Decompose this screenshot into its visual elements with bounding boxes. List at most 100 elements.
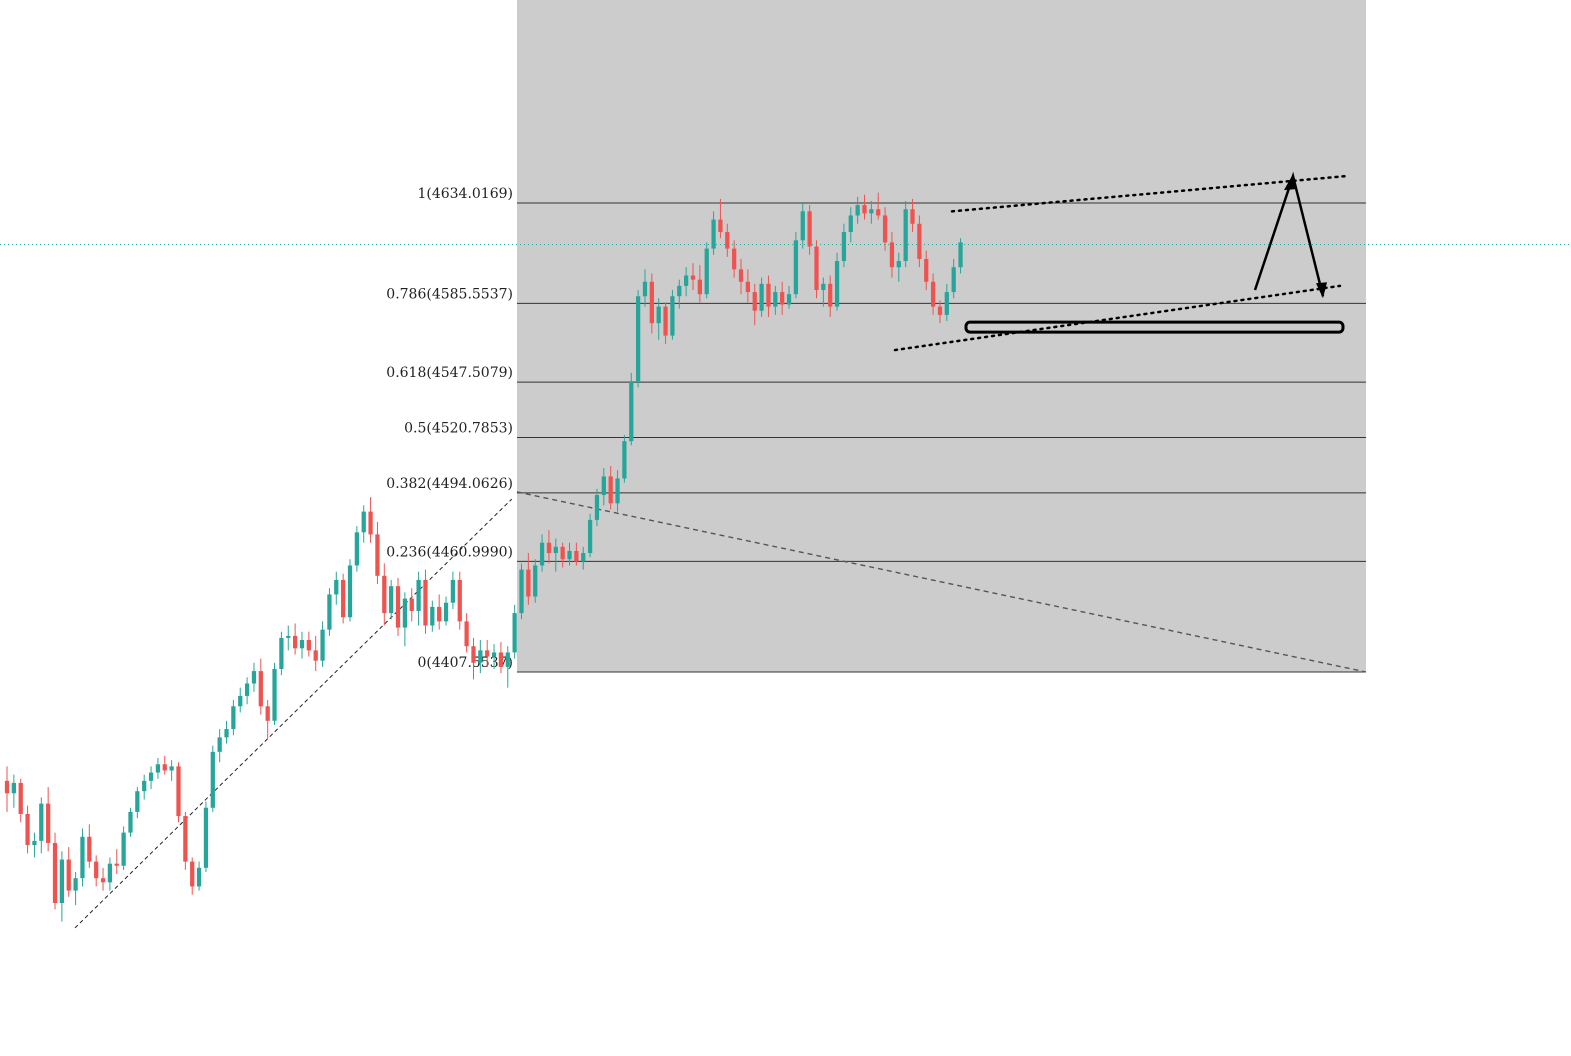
candle-down <box>395 586 401 628</box>
candle-down <box>738 269 744 282</box>
candle-down <box>732 248 737 270</box>
descending-trendline <box>516 491 1367 673</box>
candle-up <box>478 650 483 663</box>
candle-down <box>526 569 531 597</box>
candle-down <box>368 511 373 535</box>
candle-up <box>642 281 648 297</box>
candle-down <box>409 598 414 612</box>
candle-up <box>334 579 339 595</box>
candle-up <box>684 275 689 286</box>
candle-up <box>800 211 805 241</box>
candle-up <box>107 863 113 883</box>
candle-down <box>917 223 922 259</box>
candle-up <box>128 811 133 833</box>
candle-up <box>759 283 764 311</box>
candle-down <box>876 209 881 216</box>
candle-up <box>622 441 627 479</box>
candle-up <box>677 285 682 297</box>
candle-down <box>341 579 346 618</box>
candle-down <box>498 652 504 667</box>
candle-up <box>505 652 510 667</box>
candle-down <box>306 640 311 651</box>
candle-up <box>491 652 497 657</box>
candle-down <box>437 606 442 622</box>
candle-down <box>464 621 469 647</box>
candle-down <box>87 836 92 862</box>
candle-down <box>752 292 757 311</box>
candle-up <box>951 267 956 293</box>
candle-down <box>745 281 751 293</box>
candle-up <box>135 791 140 812</box>
candle-down <box>889 242 895 268</box>
candle-up <box>361 511 366 533</box>
candle-down <box>649 281 654 324</box>
candle-down <box>4 780 10 794</box>
candle-up <box>896 261 901 268</box>
candle-up <box>533 565 538 597</box>
candle-up <box>224 729 229 738</box>
candle-down <box>457 579 462 622</box>
support-zone-box <box>964 320 1345 334</box>
candle-up <box>347 565 353 618</box>
candle-up <box>389 586 394 614</box>
candle-up <box>450 579 456 603</box>
candle-up <box>39 803 44 841</box>
candle-up <box>80 836 85 879</box>
candle-up <box>903 209 908 262</box>
candle-down <box>697 279 702 295</box>
candle-up <box>869 209 874 214</box>
candle-up <box>73 878 78 891</box>
candle-down <box>546 542 552 554</box>
channel-upper-line <box>950 174 1348 213</box>
candle-up <box>142 780 147 792</box>
fib-level-label: 0.5(4520.7853) <box>404 421 513 437</box>
candle-up <box>402 598 408 628</box>
candle-down <box>560 546 565 560</box>
candle-down <box>258 671 263 707</box>
candle-down <box>100 878 106 883</box>
fib-level-label: 0(4407.5537) <box>417 655 513 671</box>
candle-up <box>594 495 600 520</box>
candle-up <box>512 613 517 653</box>
candle-down <box>423 579 428 626</box>
candle-down <box>485 650 490 657</box>
candle-up <box>553 546 558 554</box>
candle-up <box>821 283 826 291</box>
candle-up <box>169 766 174 771</box>
candle-up <box>327 594 332 630</box>
fib-level-label: 0.786(4585.5537) <box>386 286 513 302</box>
candle-up <box>148 772 154 781</box>
candle-down <box>608 476 613 504</box>
candle-up <box>155 764 161 773</box>
candle-up <box>59 859 65 904</box>
candle-up <box>567 550 572 560</box>
arrow-down-icon <box>1316 282 1327 299</box>
candle-up <box>581 553 586 562</box>
candle-up <box>443 602 449 622</box>
candle-up <box>773 292 778 307</box>
candle-up <box>279 637 284 670</box>
fib-level-label: 1(4634.0169) <box>417 186 513 202</box>
candle-up <box>601 476 606 496</box>
candle-down <box>780 292 785 305</box>
candle-down <box>814 246 819 291</box>
candle-down <box>114 863 119 866</box>
candle-up <box>286 635 291 638</box>
candle-down <box>862 205 867 214</box>
candle-down <box>176 766 181 817</box>
candle-up <box>196 867 202 887</box>
fib-level-label: 0.236(4460.9990) <box>386 544 513 560</box>
candle-down <box>718 219 723 233</box>
candle-up <box>32 840 37 846</box>
candle-down <box>183 816 188 862</box>
candle-up <box>615 478 620 504</box>
candle-down <box>190 861 195 887</box>
candle-up <box>272 669 277 721</box>
candle-up <box>587 519 593 554</box>
candle-up <box>519 569 524 614</box>
candle-up <box>11 782 16 794</box>
candle-up <box>238 695 243 707</box>
candle-up <box>711 219 716 249</box>
